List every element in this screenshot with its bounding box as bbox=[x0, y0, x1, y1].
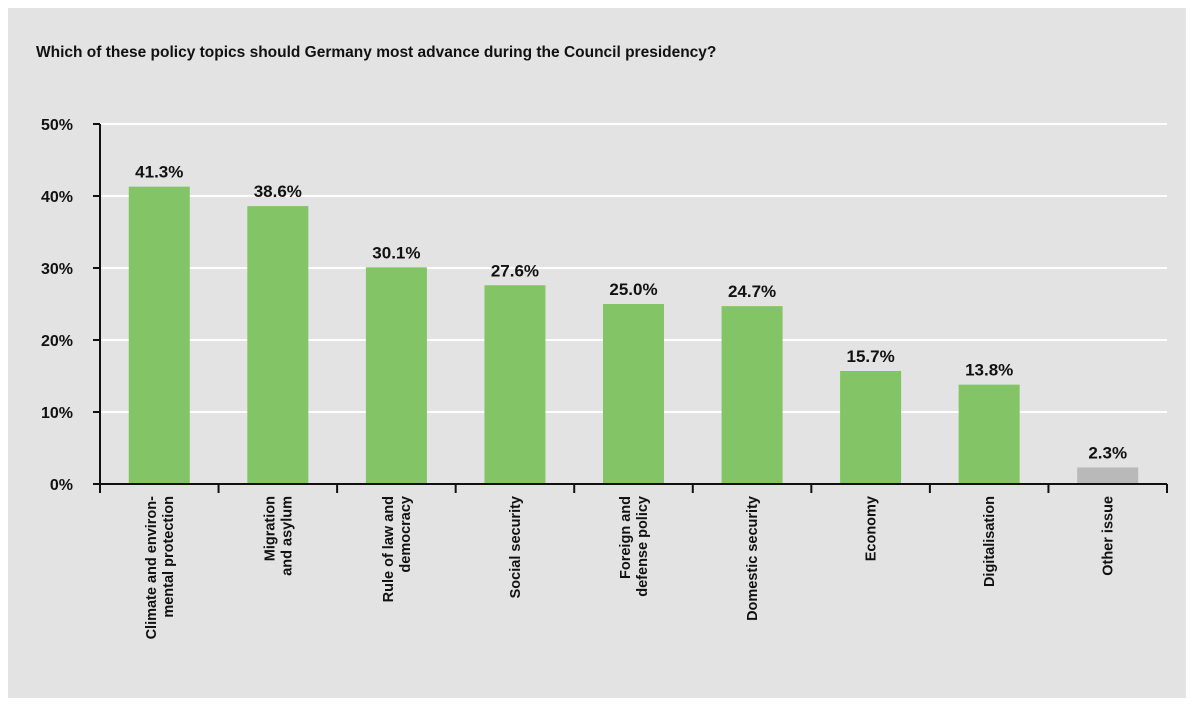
bar bbox=[247, 206, 309, 484]
x-category-label: Domestic security bbox=[745, 496, 761, 621]
x-category-label: mental protection bbox=[161, 496, 177, 618]
bar-value-label: 25.0% bbox=[609, 280, 657, 299]
bar bbox=[721, 306, 783, 484]
bar-value-label: 13.8% bbox=[965, 361, 1013, 380]
bar bbox=[958, 384, 1020, 484]
x-category-label: Migration bbox=[262, 496, 278, 561]
x-category-label: Foreign and bbox=[618, 496, 634, 579]
x-category-label: and asylum bbox=[279, 496, 295, 576]
x-category-label: Other issue bbox=[1101, 496, 1117, 576]
bar-value-label: 41.3% bbox=[135, 163, 183, 182]
chart-title: Which of these policy topics should Germ… bbox=[36, 44, 717, 61]
y-tick-label: 40% bbox=[41, 189, 73, 206]
x-category-label: democracy bbox=[398, 496, 414, 573]
bar bbox=[1077, 467, 1139, 484]
bar-value-label: 38.6% bbox=[254, 182, 302, 201]
bar bbox=[128, 186, 190, 484]
bar bbox=[484, 285, 546, 484]
x-category-label: defense policy bbox=[635, 496, 651, 597]
bar-value-label: 27.6% bbox=[491, 261, 539, 280]
bar-value-label: 30.1% bbox=[372, 243, 420, 262]
x-category-label: Rule of law and bbox=[381, 496, 397, 602]
bar bbox=[603, 304, 664, 484]
bar bbox=[840, 370, 902, 484]
y-tick-label: 20% bbox=[41, 333, 73, 350]
bar-value-label: 24.7% bbox=[728, 282, 776, 301]
y-tick-label: 50% bbox=[41, 117, 73, 134]
bar-value-label: 15.7% bbox=[847, 347, 895, 366]
x-category-label: Social security bbox=[508, 496, 524, 598]
bar-value-label: 2.3% bbox=[1088, 443, 1127, 462]
x-category-label: Climate and environ- bbox=[144, 496, 160, 640]
x-category-label: Digitalisation bbox=[982, 496, 998, 587]
y-tick-label: 30% bbox=[41, 261, 73, 278]
y-tick-label: 0% bbox=[50, 477, 73, 494]
bar bbox=[365, 267, 427, 484]
y-tick-label: 10% bbox=[41, 405, 73, 422]
x-category-label: Economy bbox=[864, 496, 880, 561]
